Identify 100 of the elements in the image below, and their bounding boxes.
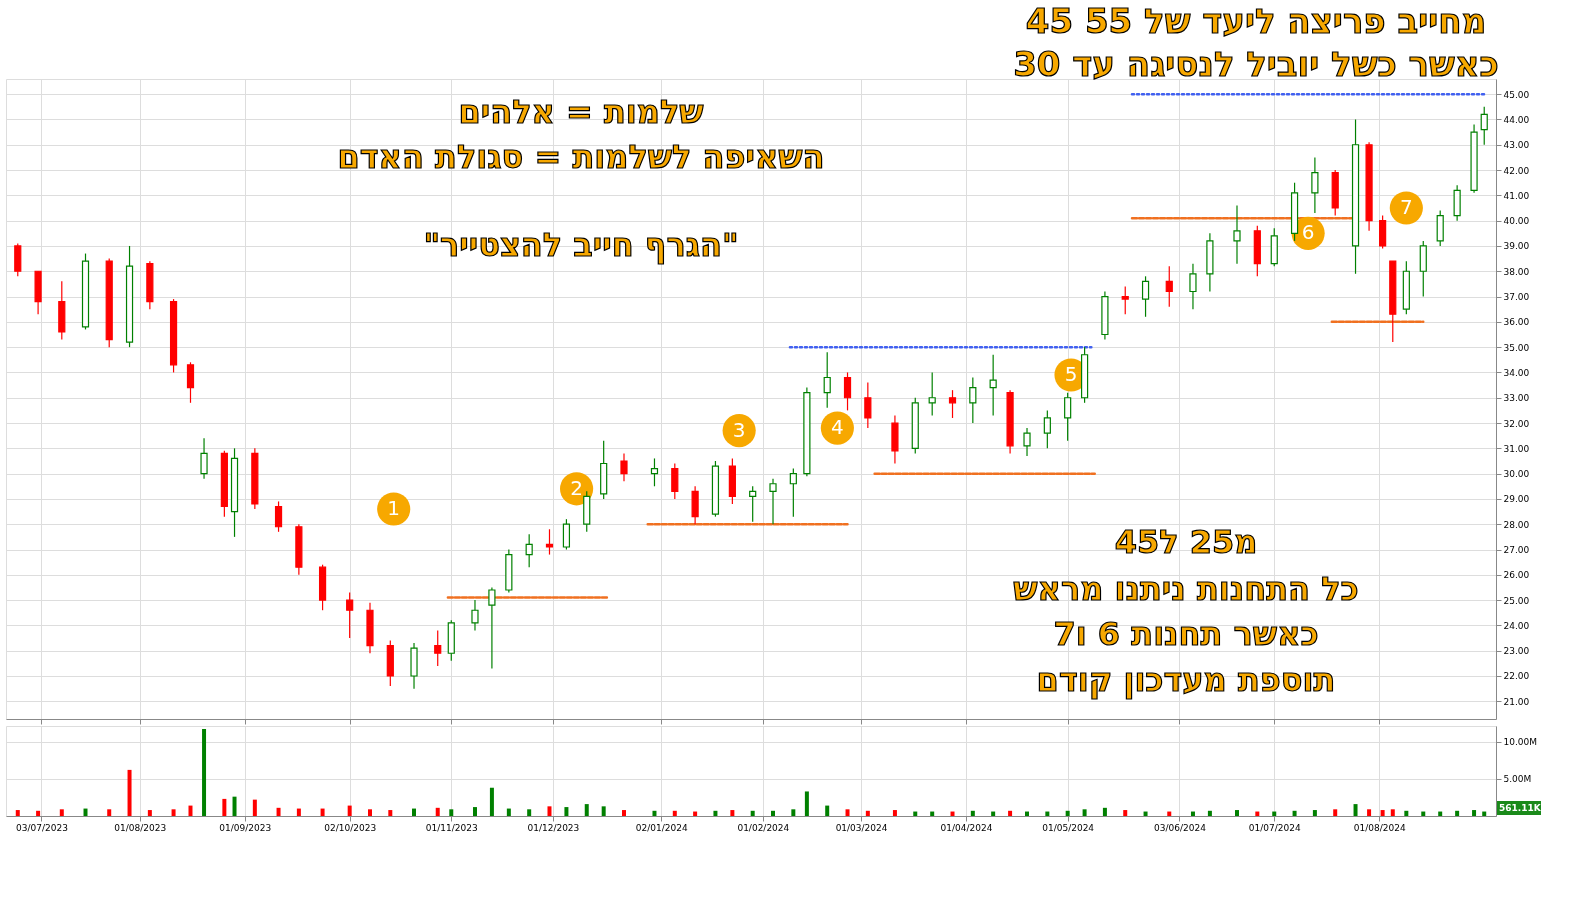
bar (222, 798, 227, 816)
bar (804, 791, 809, 816)
bar (1390, 809, 1395, 816)
bar (147, 810, 152, 816)
bar (15, 810, 20, 816)
bar (127, 769, 132, 816)
y-tick-label: 22.00 (1503, 671, 1530, 682)
y-tick-label: 28.00 (1503, 519, 1530, 530)
x-tick-label: 01/04/2024 (940, 822, 993, 833)
bar (83, 808, 88, 816)
y-tick-label: 41.00 (1503, 190, 1530, 201)
bar (36, 810, 41, 816)
x-tick-label: 01/11/2023 (425, 822, 478, 833)
annotation: 5 (1064, 361, 1078, 386)
candlestick (434, 629, 442, 667)
y-tick-label: 32.00 (1503, 418, 1530, 429)
y-tick-label: 43.00 (1503, 140, 1530, 151)
candlestick (749, 485, 757, 523)
y-tick-label: 34.00 (1503, 367, 1530, 378)
x-tick-label: 02/01/2024 (635, 822, 688, 833)
bar (202, 728, 207, 816)
y-tick-label: 23.00 (1503, 646, 1530, 657)
bar (845, 809, 850, 816)
bar (388, 810, 393, 816)
annotation: 7 (1399, 195, 1413, 220)
bar (892, 810, 897, 816)
annotation: 2 (570, 475, 583, 500)
candlestick (1165, 265, 1173, 308)
bar (1380, 810, 1385, 816)
annotation: 4 (830, 415, 844, 440)
y-tick-label: 5.00M (1503, 774, 1532, 785)
bar (449, 809, 454, 816)
bar (59, 809, 64, 816)
bar (1367, 809, 1372, 816)
bar (296, 808, 301, 816)
candlestick (1233, 204, 1241, 265)
x-tick-label: 03/07/2023 (16, 822, 68, 833)
y-tick-label: 27.00 (1503, 545, 1530, 556)
bar (601, 806, 606, 816)
bar (1082, 809, 1087, 816)
bar (584, 804, 589, 816)
y-tick-label: 29.00 (1503, 494, 1530, 505)
bar (171, 809, 176, 816)
y-tick-label: 39.00 (1503, 241, 1530, 252)
candlestick (650, 457, 659, 487)
candlestick (562, 518, 571, 551)
annotation: 3 (732, 417, 746, 442)
bar (489, 787, 494, 816)
bar (412, 808, 417, 816)
bar (435, 807, 440, 816)
x-tick-label: 01/08/2023 (114, 822, 167, 833)
annotation: מ25 ל45 (1114, 523, 1258, 561)
x-tick-label: 01/12/2023 (527, 822, 580, 833)
x-tick-label: 01/08/2024 (1353, 822, 1406, 833)
candlestick (1141, 275, 1150, 318)
candlestick (1064, 392, 1072, 442)
bar (1472, 810, 1477, 816)
candlestick (545, 528, 554, 556)
y-tick-label: 24.00 (1503, 620, 1530, 631)
bar (771, 810, 776, 816)
candlestick (186, 361, 195, 404)
candlestick (769, 478, 777, 525)
annotation: כאשר תחנות 6 ו7 (1053, 615, 1319, 653)
annotation: "הגרף חייב להצטייר" (423, 226, 739, 264)
annotation: כאשר כשל יוביל לנסיגה עד 30 (1013, 44, 1499, 84)
bar (1207, 810, 1212, 816)
annotation: השאיפה לשלמות = סגולת האדם (337, 138, 825, 176)
bar (622, 810, 626, 816)
y-tick-label: 35.00 (1503, 342, 1530, 353)
bar (320, 808, 325, 816)
bar (825, 805, 830, 816)
bar (506, 808, 511, 816)
y-tick-label: 44.00 (1503, 114, 1530, 125)
annotation: תוספת מעדכון קודם (1036, 661, 1336, 699)
bar (347, 805, 352, 816)
y-tick-label: 40.00 (1503, 216, 1530, 227)
candlestick (1121, 285, 1129, 315)
bar (750, 810, 755, 816)
bar (1404, 810, 1409, 816)
bar (1102, 807, 1107, 816)
candlestick (989, 354, 997, 417)
bar (1312, 810, 1317, 816)
bar (367, 809, 372, 816)
candlestick (823, 351, 831, 409)
bar (672, 810, 677, 816)
bar (652, 810, 657, 816)
annotation: שלמות = אלהים (458, 93, 704, 131)
candlestick (1189, 263, 1197, 310)
text: 561.11K (1499, 803, 1542, 813)
y-tick-label: 26.00 (1503, 570, 1530, 581)
bar (1292, 810, 1297, 816)
bar (1065, 810, 1070, 816)
y-tick-label: 33.00 (1503, 393, 1530, 404)
x-tick-label: 01/02/2024 (737, 822, 790, 833)
candlestick (488, 586, 496, 670)
bar (730, 810, 735, 816)
y-tick-label: 30.00 (1503, 469, 1530, 480)
annotation: כל התחנות ניתנו מראש (1013, 570, 1359, 608)
bar (564, 807, 569, 816)
bar (547, 806, 552, 816)
